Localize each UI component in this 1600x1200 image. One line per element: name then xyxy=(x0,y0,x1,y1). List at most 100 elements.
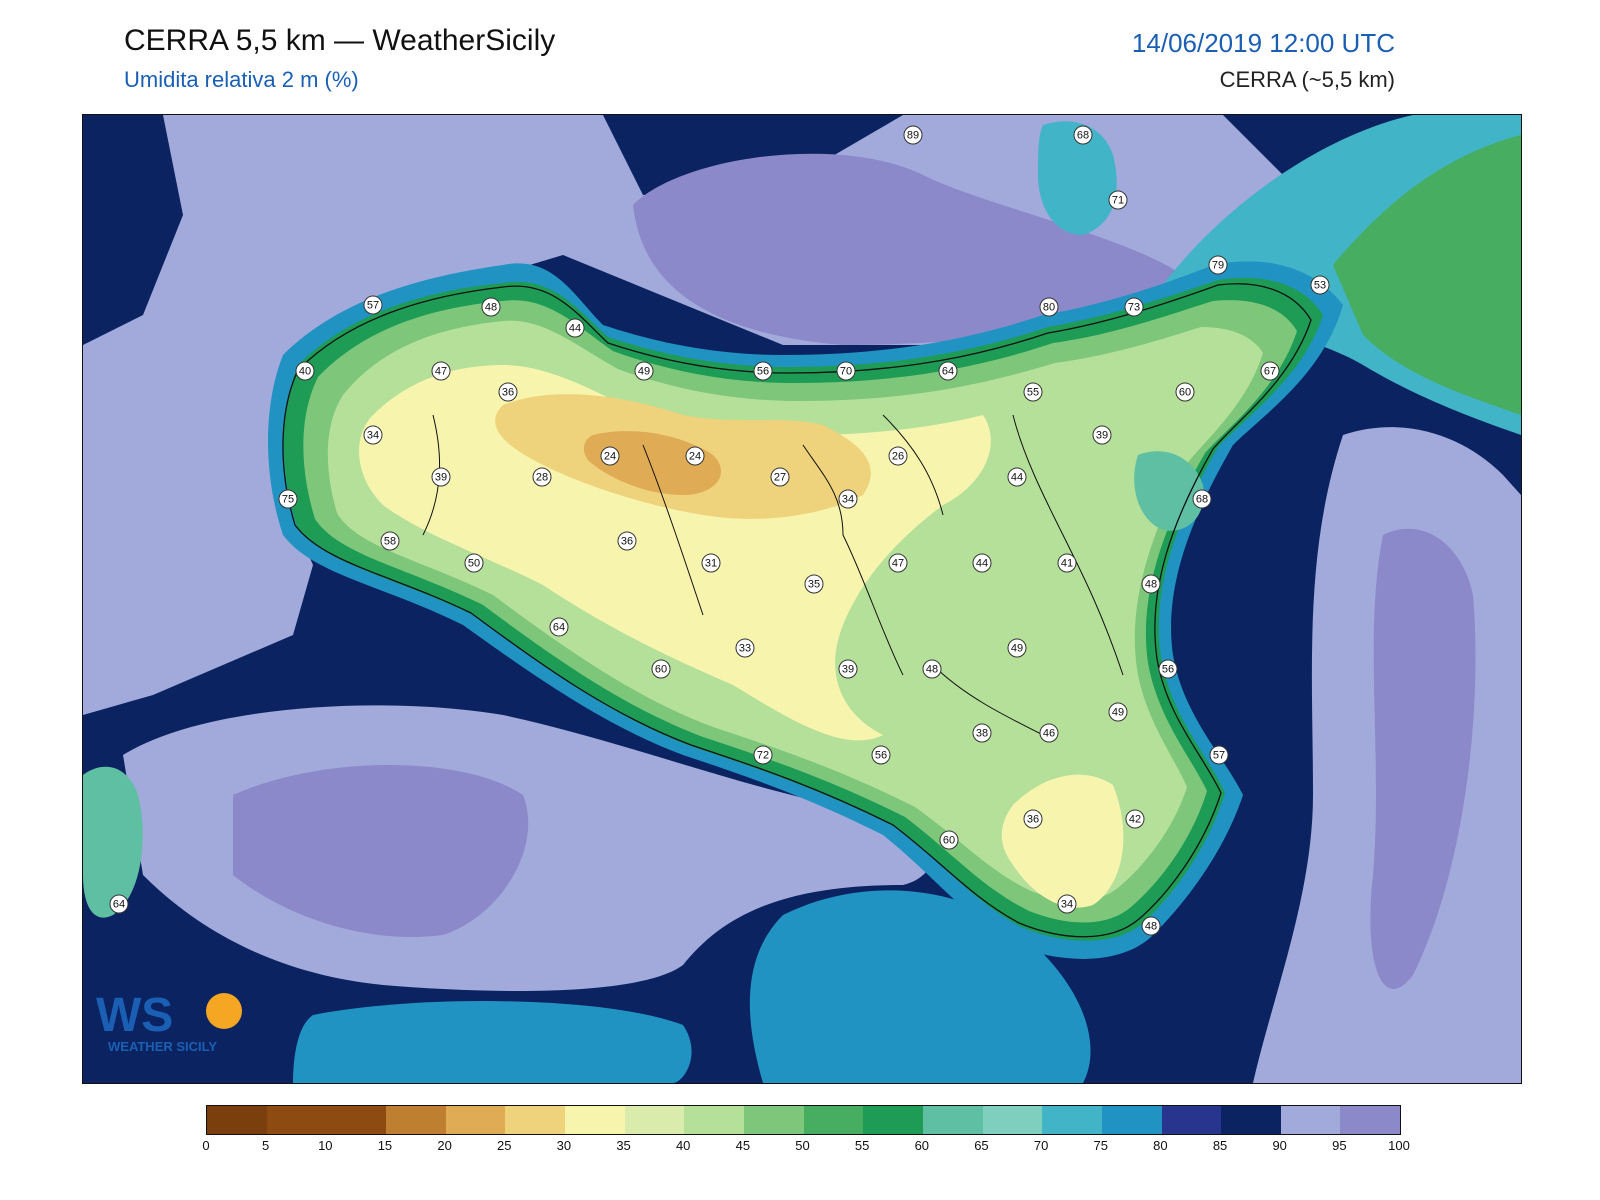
station-marker: 47 xyxy=(888,553,908,573)
humidity-map[interactable]: 89 68 71 79 53 57 48 44 40 47 36 49 56 70 64 80 73 55 60 67… xyxy=(82,114,1522,1084)
station-marker: 36 xyxy=(617,531,637,551)
station-value: 44 xyxy=(976,558,988,570)
station-circle xyxy=(972,723,992,743)
valid-datetime: 14/06/2019 12:00 UTC xyxy=(1131,28,1395,58)
station-circle xyxy=(363,425,383,445)
station-marker: 27 xyxy=(770,467,790,487)
station-value: 36 xyxy=(621,536,633,548)
colorbar-segment xyxy=(1101,1106,1162,1134)
station-circle xyxy=(903,125,923,145)
calabria-green xyxy=(1333,135,1521,415)
station-value: 49 xyxy=(1011,643,1023,655)
station-circle xyxy=(888,553,908,573)
station-marker: 49 xyxy=(634,361,654,381)
station-value: 39 xyxy=(1096,430,1108,442)
station-marker: 48 xyxy=(922,659,942,679)
station-value: 56 xyxy=(757,366,769,378)
station-marker: 75 xyxy=(278,489,298,509)
station-marker: 79 xyxy=(1208,255,1228,275)
station-value: 67 xyxy=(1264,366,1276,378)
station-circle xyxy=(363,295,383,315)
colorbar-segment xyxy=(863,1106,923,1134)
station-value: 49 xyxy=(638,366,650,378)
colorbar-segment xyxy=(564,1106,625,1134)
station-circle xyxy=(431,361,451,381)
map-title: CERRA 5,5 km — WeatherSicily xyxy=(124,24,556,57)
station-circle xyxy=(922,659,942,679)
station-circle xyxy=(735,638,755,658)
station-circle xyxy=(481,297,501,317)
station-value: 57 xyxy=(1213,750,1225,762)
colorbar-tick-label: 60 xyxy=(914,1138,930,1153)
station-marker: 72 xyxy=(753,745,773,765)
station-value: 35 xyxy=(808,579,820,591)
station-circle xyxy=(1209,745,1229,765)
station-circle xyxy=(1092,425,1112,445)
station-value: 34 xyxy=(842,494,854,506)
station-circle xyxy=(295,361,315,381)
station-value: 33 xyxy=(739,643,751,655)
station-marker: 60 xyxy=(1175,382,1195,402)
station-marker: 31 xyxy=(701,553,721,573)
station-value: 64 xyxy=(553,622,565,634)
station-circle xyxy=(685,446,705,466)
colorbar-segment xyxy=(1221,1106,1281,1134)
station-marker: 57 xyxy=(363,295,383,315)
station-marker: 56 xyxy=(1158,659,1178,679)
colorbar-segment xyxy=(385,1106,446,1134)
station-marker: 44 xyxy=(565,318,585,338)
station-circle xyxy=(1007,467,1027,487)
colorbar-tick-label: 0 xyxy=(202,1138,210,1153)
colorbar-tick-label: 95 xyxy=(1332,1138,1347,1153)
station-value: 79 xyxy=(1212,260,1224,272)
station-marker: 50 xyxy=(464,553,484,573)
station-circle xyxy=(701,553,721,573)
station-circle xyxy=(1007,638,1027,658)
colorbar-segment xyxy=(1042,1106,1102,1134)
station-circle xyxy=(753,745,773,765)
station-value: 27 xyxy=(774,472,786,484)
station-value: 55 xyxy=(1027,387,1039,399)
colorbar-ticks: 0 5 10 15 20 25 30 35 40 45 50 55 60 65 70 75 80 85 90 95 10… xyxy=(202,1138,1409,1158)
model-label: CERRA (~5,5 km) xyxy=(1219,67,1395,92)
colorbar-tick-label: 85 xyxy=(1212,1138,1228,1153)
station-circle xyxy=(1158,659,1178,679)
sea-southwest-80 xyxy=(293,1001,692,1083)
station-value: 42 xyxy=(1129,814,1141,826)
station-value: 46 xyxy=(1043,728,1055,740)
station-value: 72 xyxy=(757,750,769,762)
station-value: 48 xyxy=(926,664,938,676)
station-circle xyxy=(109,894,129,914)
colorbar-segment xyxy=(1340,1106,1401,1134)
station-circle xyxy=(888,446,908,466)
colorbar-tick-label: 5 xyxy=(262,1138,270,1153)
station-circle xyxy=(939,830,959,850)
station-value: 28 xyxy=(536,472,548,484)
station-marker: 71 xyxy=(1108,190,1128,210)
station-value: 38 xyxy=(976,728,988,740)
sea-east-100 xyxy=(1370,528,1476,989)
sea-south-100 xyxy=(233,765,529,937)
colorbar-tick-label: 50 xyxy=(795,1138,810,1153)
station-circle xyxy=(1141,916,1161,936)
sun-icon xyxy=(206,993,242,1029)
colorbar-segment xyxy=(266,1106,327,1134)
station-marker: 60 xyxy=(939,830,959,850)
station-value: 44 xyxy=(1011,472,1023,484)
colorbar-tick-label: 35 xyxy=(616,1138,631,1153)
station-value: 57 xyxy=(367,300,379,312)
station-value: 48 xyxy=(1145,921,1157,933)
station-marker: 56 xyxy=(753,361,773,381)
colorbar xyxy=(206,1105,1401,1135)
station-circle xyxy=(549,617,569,637)
station-circle xyxy=(1039,297,1059,317)
colorbar-tick-label: 75 xyxy=(1093,1138,1108,1153)
station-value: 31 xyxy=(705,558,717,570)
colorbar-tick-label: 45 xyxy=(735,1138,751,1153)
station-circle xyxy=(770,467,790,487)
islands-north xyxy=(1038,121,1117,235)
station-circle xyxy=(1175,382,1195,402)
station-labels: 89 68 71 79 53 57 48 44 40 47 36 49 56 70 64 80 73 55 60 67… xyxy=(109,125,1330,936)
station-value: 58 xyxy=(384,536,396,548)
station-circle xyxy=(1057,894,1077,914)
